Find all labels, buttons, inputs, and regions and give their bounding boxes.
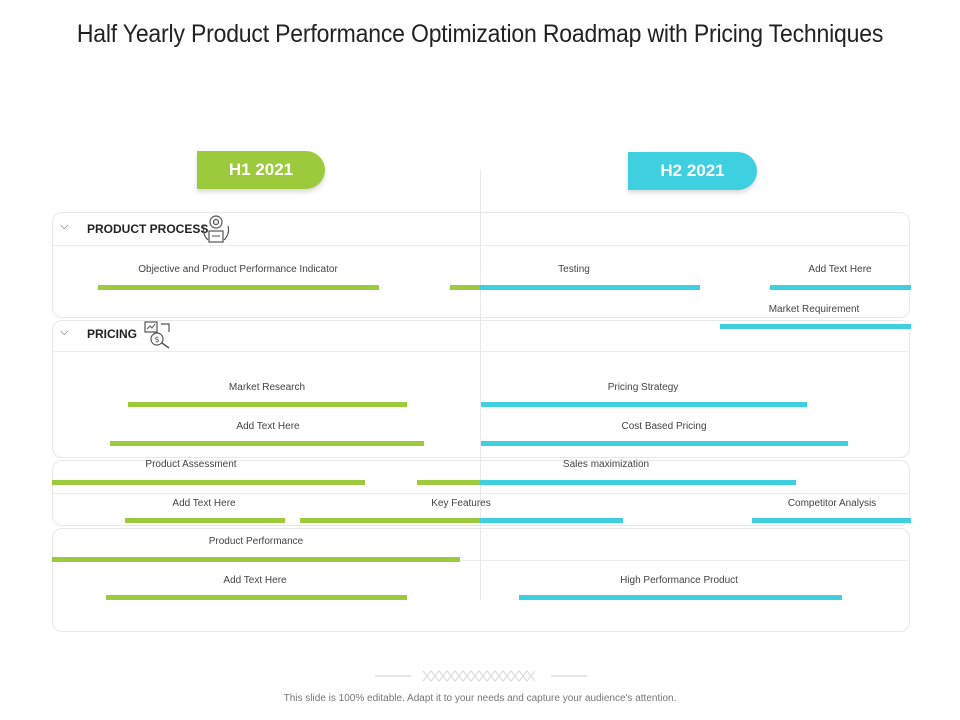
task-bar (300, 518, 480, 523)
task-bar (480, 480, 796, 485)
panel-header-divider (52, 245, 908, 246)
panel-row-divider (52, 560, 908, 561)
task-label: Competitor Analysis (787, 498, 877, 509)
chevron-down-icon[interactable]: ⌵ (60, 326, 69, 338)
panel-row-divider (52, 493, 908, 494)
task-label: Testing (558, 264, 590, 275)
slide-title: Half Yearly Product Performance Optimiza… (76, 20, 884, 48)
section-title-product-process: PRODUCT PROCESS (87, 222, 209, 236)
period-h1-pill: H1 2021 (197, 151, 325, 189)
product-process-panel (52, 212, 910, 318)
task-bar (417, 480, 480, 485)
task-label: Sales maximization (562, 459, 650, 470)
gears-box-icon (202, 215, 230, 243)
task-bar (481, 441, 848, 446)
task-label: Product Assessment (145, 459, 237, 470)
task-label: Key Features (431, 498, 491, 509)
footer-decoration (375, 670, 587, 682)
task-bar (52, 480, 365, 485)
task-bar (128, 402, 407, 407)
task-bar (125, 518, 285, 523)
task-bar (480, 285, 700, 290)
task-bar (110, 441, 424, 446)
chevron-down-icon[interactable]: ⌵ (60, 220, 69, 232)
period-divider (480, 170, 481, 600)
period-h2-pill: H2 2021 (628, 152, 757, 190)
task-label: Market Research (228, 382, 306, 393)
task-label: Objective and Product Performance Indica… (138, 264, 338, 275)
task-bar (480, 518, 623, 523)
task-bar (52, 557, 460, 562)
section-title-pricing: PRICING (87, 327, 138, 341)
task-label: Add Text Here (172, 498, 236, 509)
task-bar (481, 402, 807, 407)
task-bar (98, 285, 379, 290)
performance-panel (52, 528, 910, 632)
task-label: Pricing Strategy (607, 382, 679, 393)
panel-header-divider (52, 351, 908, 352)
task-bar (752, 518, 911, 523)
pricing-panel (52, 320, 910, 458)
task-label: Market Requirement (768, 304, 860, 315)
task-bar (450, 285, 480, 290)
task-label: High Performance Product (620, 575, 738, 586)
pricing-chart-icon: $ (144, 321, 170, 349)
task-label: Add Text Here (223, 575, 287, 586)
task-bar (106, 595, 407, 600)
footer-note: This slide is 100% editable. Adapt it to… (283, 693, 677, 704)
task-label: Add Text Here (808, 264, 872, 275)
task-label: Cost Based Pricing (621, 421, 707, 432)
task-bar (720, 324, 911, 329)
task-label: Add Text Here (236, 421, 300, 432)
svg-text:$: $ (155, 335, 160, 344)
task-bar (770, 285, 911, 290)
task-label: Product Performance (208, 536, 304, 547)
task-bar (519, 595, 842, 600)
